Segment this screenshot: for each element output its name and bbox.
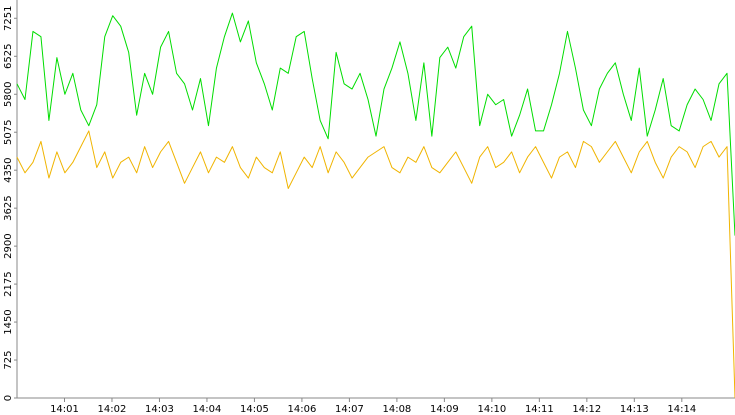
x-tick-label: 14:09 [430, 404, 459, 415]
x-tick-label: 14:11 [525, 404, 554, 415]
x-tick-label: 14:03 [145, 404, 174, 415]
y-tick-label: 7251 [3, 6, 14, 31]
x-tick-label: 14:05 [240, 404, 269, 415]
y-tick-label: 3625 [3, 195, 14, 220]
y-tick-label: 5075 [3, 120, 14, 145]
x-tick-label: 14:08 [382, 404, 411, 415]
series-line [16, 130, 735, 399]
x-tick-label: 14:06 [288, 404, 317, 415]
y-tick-label: 0 [3, 395, 14, 401]
y-tick-label: 2900 [3, 233, 14, 258]
x-tick-label: 14:12 [572, 404, 601, 415]
x-tick-label: 14:10 [477, 404, 506, 415]
x-tick-label: 14:07 [335, 404, 364, 415]
y-tick-label: 725 [3, 350, 14, 369]
x-tick-label: 14:01 [50, 404, 79, 415]
x-tick-label: 14:14 [667, 404, 696, 415]
y-tick-label: 6525 [3, 44, 14, 69]
x-tick-label: 14:13 [620, 404, 649, 415]
series-line [16, 12, 735, 236]
x-tick-label: 14:02 [98, 404, 127, 415]
y-tick-label: 5800 [3, 82, 14, 107]
y-tick-label: 1450 [3, 309, 14, 334]
x-tick-label: 14:04 [193, 404, 222, 415]
y-tick-label: 2175 [3, 271, 14, 296]
y-tick-label: 4350 [3, 157, 14, 182]
